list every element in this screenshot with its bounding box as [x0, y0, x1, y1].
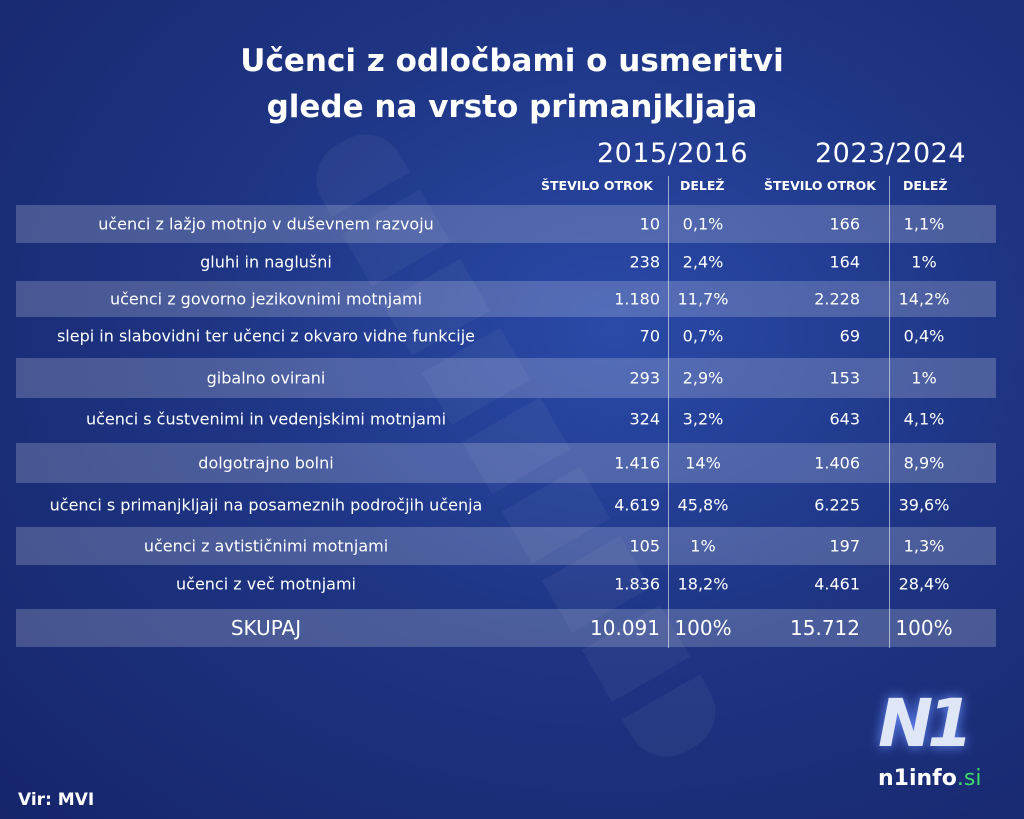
- row-label: slepi in slabovidni ter učenci z okvaro …: [56, 326, 476, 346]
- count-2015-cell: 1.836: [614, 574, 660, 594]
- title-line-2: glede na vrsto primanjkljaja: [266, 89, 758, 125]
- share-2015-cell: 45,8%: [677, 495, 729, 515]
- count-2015-cell: 10.091: [590, 616, 660, 640]
- row-label: SKUPAJ: [230, 616, 302, 640]
- table-row: učenci z govorno jezikovnimi motnjami 1.1…: [16, 281, 996, 317]
- count-2015-cell: 4.619: [614, 495, 660, 515]
- row-label: učenci z več motnjami: [176, 574, 356, 594]
- count-2015-cell: 105: [629, 536, 660, 556]
- col-header-count-2023: ŠTEVILO OTROK: [764, 178, 876, 193]
- count-2023-cell: 643: [829, 409, 860, 429]
- share-2023-cell: 14,2%: [898, 289, 950, 309]
- share-2023-cell: 1,1%: [903, 214, 945, 234]
- share-2015-cell: 0,1%: [682, 214, 724, 234]
- count-2015-cell: 238: [629, 252, 660, 272]
- share-2023-cell: 100%: [895, 616, 953, 640]
- share-2023-cell: 28,4%: [898, 574, 950, 594]
- share-2023-cell: 0,4%: [903, 326, 945, 346]
- table-row: učenci z več motnjami 1.836 18,2% 4.461 28,4…: [16, 565, 996, 603]
- share-2023-cell: 39,6%: [898, 495, 950, 515]
- col-header-share-2015: DELEŽ: [680, 178, 725, 193]
- column-divider: [668, 176, 669, 648]
- table-row: učenci z lažjo motnjo v duševnem razvoju…: [16, 205, 996, 243]
- col-header-count-2015: ŠTEVILO OTROK: [541, 178, 653, 193]
- share-2023-cell: 1,3%: [903, 536, 945, 556]
- share-2023-cell: 4,1%: [903, 409, 945, 429]
- count-2023-cell: 4.461: [814, 574, 860, 594]
- row-label: učenci z lažjo motnjo v duševnem razvoju: [98, 214, 434, 234]
- table-row: učenci s primanjkljaji na posameznih pod…: [16, 483, 996, 527]
- share-2015-cell: 11,7%: [677, 289, 729, 309]
- share-2015-cell: 14%: [685, 453, 721, 473]
- year-header-2023: 2023/2024: [815, 138, 967, 169]
- share-2015-cell: 2,9%: [682, 368, 724, 388]
- count-2015-cell: 1.180: [614, 289, 660, 309]
- share-2015-cell: 1%: [690, 536, 716, 556]
- count-2015-cell: 324: [629, 409, 660, 429]
- share-2015-cell: 18,2%: [677, 574, 729, 594]
- row-label: dolgotrajno bolni: [198, 453, 334, 473]
- table-row: dolgotrajno bolni 1.416 14% 1.406 8,9%: [16, 443, 996, 483]
- count-2023-cell: 2.228: [814, 289, 860, 309]
- title-line-1: Učenci z odločbami o usmeritvi: [240, 43, 784, 79]
- table-row: učenci s čustvenimi in vedenjskimi motnj…: [16, 398, 996, 440]
- column-divider: [889, 176, 890, 648]
- row-label: gluhi in naglušni: [200, 252, 332, 272]
- share-2015-cell: 0,7%: [682, 326, 724, 346]
- site-domain: n1info: [878, 766, 957, 791]
- count-2015-cell: 10: [639, 214, 660, 234]
- site-tld: .si: [956, 766, 982, 791]
- count-2015-cell: 1.416: [614, 453, 660, 473]
- year-header-2015: 2015/2016: [597, 138, 749, 169]
- share-2015-cell: 2,4%: [682, 252, 724, 272]
- table-row: slepi in slabovidni ter učenci z okvaro …: [16, 317, 996, 355]
- count-2015-cell: 293: [629, 368, 660, 388]
- table-row: gluhi in naglušni 238 2,4% 164 1%: [16, 243, 996, 281]
- count-2023-cell: 69: [839, 326, 860, 346]
- total-row: SKUPAJ 10.091 100% 15.712 100%: [16, 609, 996, 647]
- share-2015-cell: 100%: [674, 616, 732, 640]
- n1-logo: N1: [878, 685, 973, 762]
- table-row: učenci z avtističnimi motnjami 105 1% 197 1,…: [16, 527, 996, 565]
- row-label: učenci s čustvenimi in vedenjskimi motnj…: [85, 409, 447, 429]
- count-2023-cell: 6.225: [814, 495, 860, 515]
- count-2023-cell: 197: [829, 536, 860, 556]
- share-2015-cell: 3,2%: [682, 409, 724, 429]
- share-2023-cell: 1%: [911, 368, 937, 388]
- count-2023-cell: 164: [829, 252, 860, 272]
- share-2023-cell: 1%: [911, 252, 937, 272]
- share-2023-cell: 8,9%: [903, 453, 945, 473]
- row-label: učenci z avtističnimi motnjami: [143, 536, 389, 556]
- row-label: učenci s primanjkljaji na posameznih pod…: [49, 495, 483, 515]
- count-2023-cell: 166: [829, 214, 860, 234]
- col-header-share-2023: DELEŽ: [903, 178, 948, 193]
- source-note: Vir: MVI: [18, 790, 95, 810]
- count-2015-cell: 70: [639, 326, 660, 346]
- count-2023-cell: 153: [829, 368, 860, 388]
- table-row: gibalno ovirani 293 2,9% 153 1%: [16, 358, 996, 398]
- count-2023-cell: 1.406: [814, 453, 860, 473]
- count-2023-cell: 15.712: [790, 616, 860, 640]
- row-label: gibalno ovirani: [206, 368, 326, 388]
- page-title: Učenci z odločbami o usmeritvi glede na …: [0, 38, 1024, 130]
- row-label: učenci z govorno jezikovnimi motnjami: [109, 289, 423, 309]
- site-name: n1info.si: [878, 766, 981, 792]
